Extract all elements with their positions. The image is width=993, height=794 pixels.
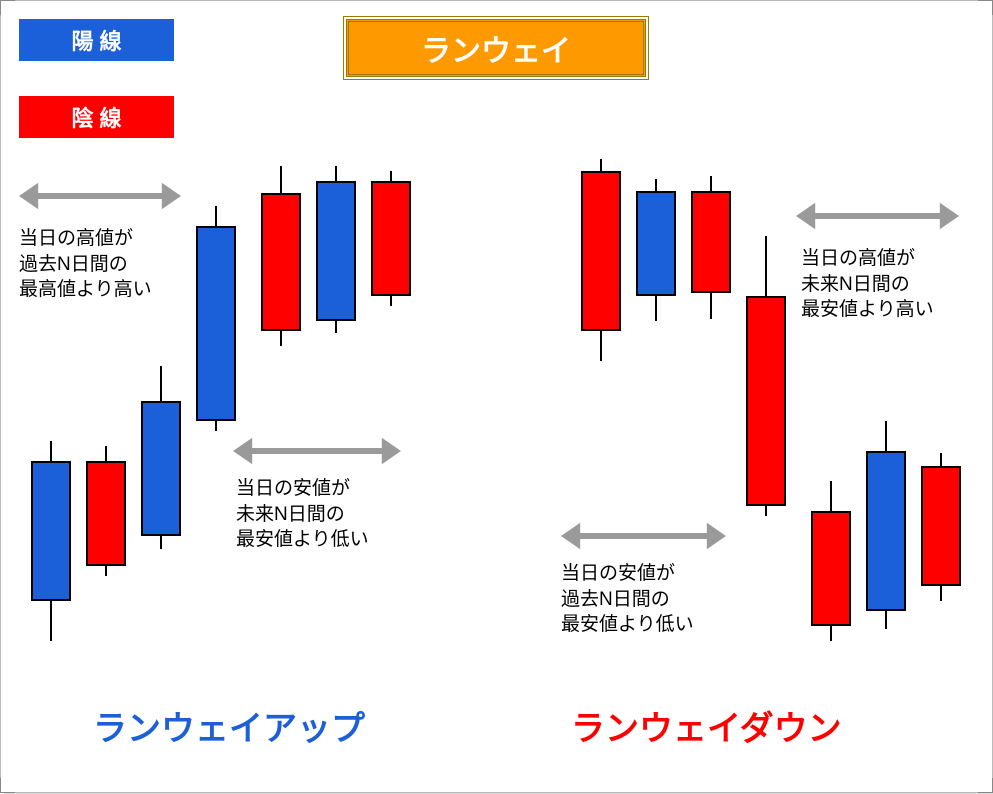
double-arrow xyxy=(796,203,959,229)
candle-body xyxy=(811,511,851,626)
candle-body xyxy=(371,181,411,296)
candle-body xyxy=(31,461,71,601)
candle-body xyxy=(746,296,786,506)
candle-body xyxy=(316,181,356,321)
candle-body xyxy=(141,401,181,536)
candle-body xyxy=(866,451,906,611)
double-arrow xyxy=(233,438,401,464)
candle-body xyxy=(921,466,961,586)
double-arrow xyxy=(19,183,181,209)
candle-body xyxy=(196,226,236,421)
diagram-frame: 陽 線 陰 線 ランウェイ ランウェイアップ ランウェイダウン 当日の高値が 過… xyxy=(0,0,993,793)
candle-body xyxy=(636,191,676,296)
arrow-layer xyxy=(1,1,993,794)
candle-body xyxy=(261,193,301,331)
candle-body xyxy=(581,171,621,331)
candle-body xyxy=(691,191,731,293)
candle-body xyxy=(86,461,126,566)
double-arrow xyxy=(561,523,726,549)
